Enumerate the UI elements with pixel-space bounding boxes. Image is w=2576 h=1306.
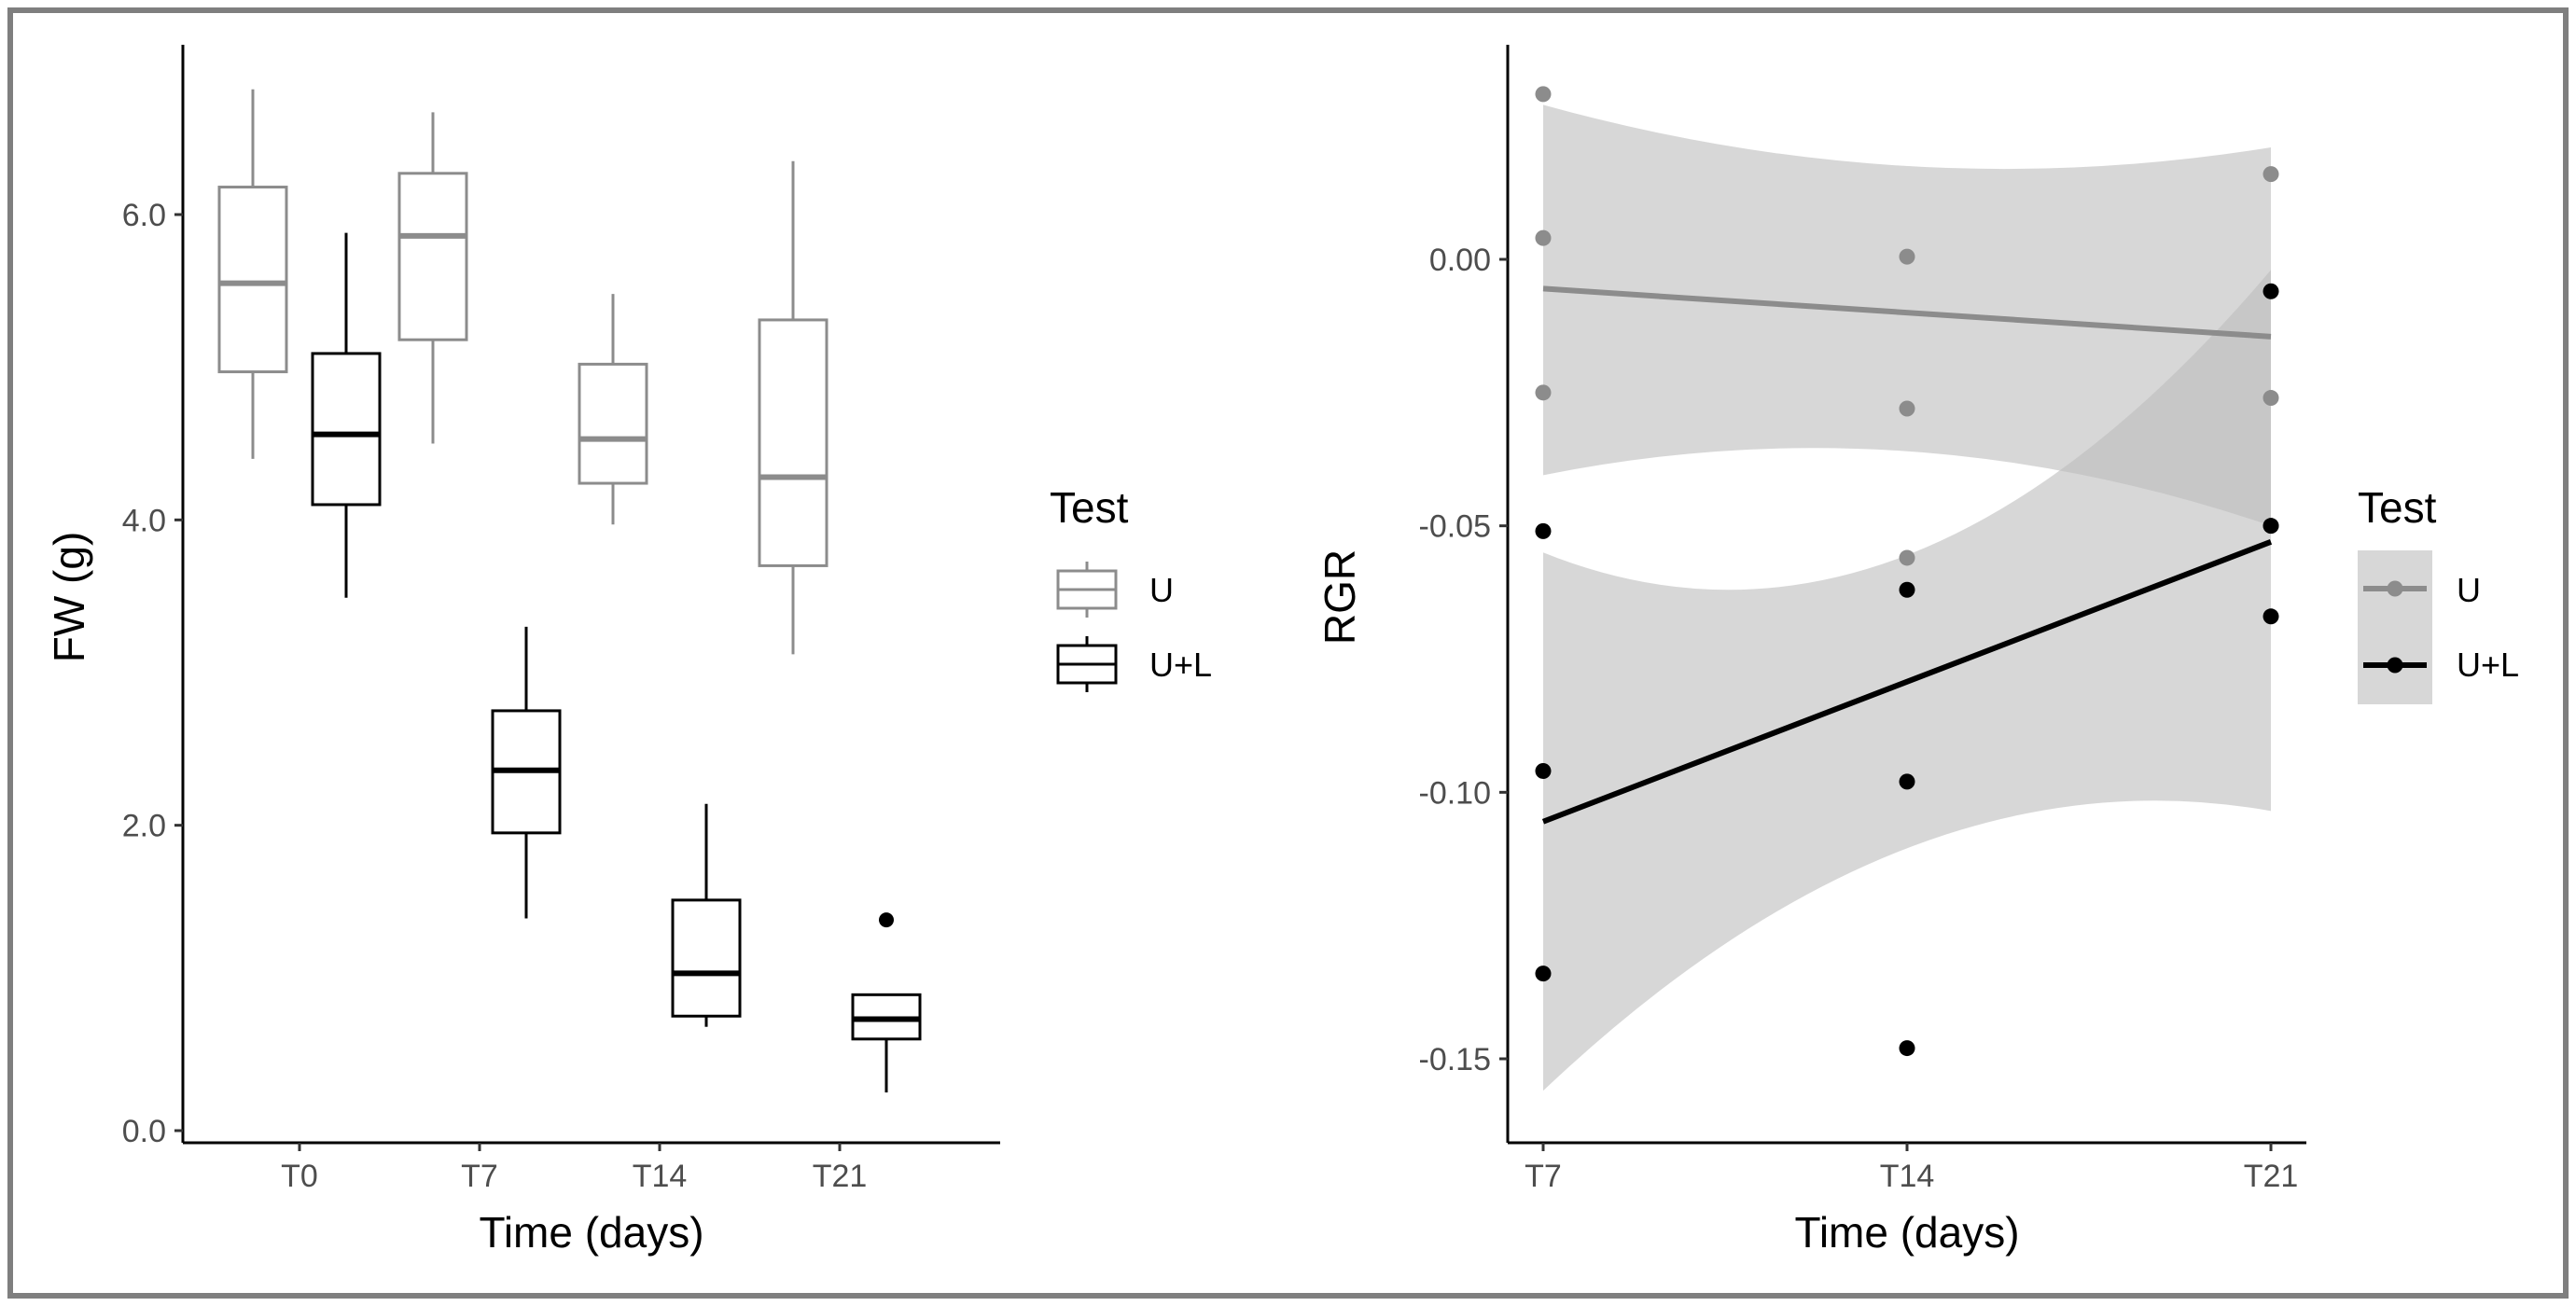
fw-box-uplus-l-t14 <box>671 803 742 1027</box>
rgr-legend-key-ul <box>2363 657 2427 674</box>
fw-y-tick-label: 2.0 <box>122 809 166 844</box>
rgr-legend-label-ul: U+L <box>2457 646 2519 684</box>
rgr-point-uplus-l <box>2263 283 2279 299</box>
rgr-x-ticks: T7 T14 T21 <box>1525 1143 2298 1194</box>
rgr-point-u <box>1535 229 1552 246</box>
rgr-fit-lines <box>1541 285 2273 825</box>
rgr-point-uplus-l <box>1535 522 1552 539</box>
fw-y-ticks: 0.0 2.0 4.0 6.0 <box>122 198 183 1149</box>
rgr-point-uplus-l <box>1899 1040 1915 1057</box>
fw-box-uplus-l-t21 <box>851 993 922 1093</box>
rgr-point-u <box>1535 86 1552 103</box>
fw-legend-label-u: U <box>1149 571 1174 609</box>
fw-legend: Test U U+L <box>1050 483 1212 692</box>
fw-x-ticks: T0 T7 T14 T21 <box>281 1143 867 1194</box>
fw-y-tick-label: 4.0 <box>122 503 166 538</box>
rgr-x-axis-title: Time (days) <box>1794 1208 2019 1257</box>
rgr-point-uplus-l <box>2263 608 2279 625</box>
box-body <box>217 186 288 374</box>
fw-x-tick-label: T7 <box>461 1159 498 1194</box>
rgr-x-tick-label: T14 <box>1880 1159 1935 1194</box>
box-body <box>671 898 742 1018</box>
rgr-point-u <box>1899 248 1915 265</box>
legend-key-point <box>2387 657 2403 674</box>
rgr-y-axis-title: RGR <box>1316 549 1364 645</box>
fw-x-axis-title: Time (days) <box>479 1208 703 1257</box>
fw-box-u-t14 <box>578 294 648 525</box>
rgr-x-tick-label: T7 <box>1525 1159 1562 1194</box>
rgr-fit-line-uplus-l <box>1541 539 2273 825</box>
fw-box-u-t21 <box>758 160 828 655</box>
fw-boxes <box>217 89 922 1093</box>
rgr-point-u <box>2263 390 2279 407</box>
rgr-point-u <box>1535 384 1552 401</box>
box-body <box>311 352 382 507</box>
rgr-point-uplus-l <box>1535 762 1552 779</box>
rgr-point-uplus-l <box>2263 518 2279 535</box>
fw-box-uplus-l-t0 <box>311 232 382 598</box>
rgr-legend-keys <box>2358 550 2432 704</box>
rgr-point-uplus-l <box>1899 773 1915 790</box>
fw-legend-label-ul: U+L <box>1149 646 1212 684</box>
rgr-point-u <box>1899 549 1915 566</box>
fw-boxplot-panel: 0.0 2.0 4.0 6.0 T0 T7 T14 T21 Time (days) FW (… <box>45 45 1212 1257</box>
fw-outlier-point <box>879 912 894 928</box>
fw-legend-title: Test <box>1050 483 1129 532</box>
fw-box-uplus-l-t7 <box>491 626 562 919</box>
fw-x-tick-label: T14 <box>633 1159 688 1194</box>
rgr-legend-label-u: U <box>2457 571 2481 609</box>
rgr-y-tick-label: -0.05 <box>1419 509 1492 545</box>
box-body <box>578 362 648 485</box>
rgr-scatter-panel: 0.00 -0.05 -0.10 -0.15 T7 T14 T21 Time (days)… <box>1316 45 2519 1257</box>
fw-legend-keys <box>1056 562 1118 692</box>
rgr-x-tick-label: T21 <box>2244 1159 2299 1194</box>
rgr-y-ticks: 0.00 -0.05 -0.10 -0.15 <box>1419 243 1508 1077</box>
rgr-point-uplus-l <box>1535 966 1552 982</box>
rgr-y-tick-label: -0.15 <box>1419 1042 1492 1077</box>
fw-legend-key-ul <box>1056 636 1118 692</box>
box-body <box>397 172 468 341</box>
rgr-y-tick-label: 0.00 <box>1429 243 1491 278</box>
box-body <box>758 318 828 567</box>
fw-y-axis-title: FW (g) <box>45 532 93 663</box>
rgr-point-uplus-l <box>1899 581 1915 598</box>
rgr-legend-title: Test <box>2358 483 2437 532</box>
rgr-point-u <box>2263 166 2279 183</box>
rgr-legend-key-background <box>2358 550 2432 704</box>
rgr-legend: Test U U+L <box>2358 483 2519 704</box>
fw-legend-key-u <box>1056 562 1118 618</box>
fw-box-u-t7 <box>397 112 468 444</box>
legend-key-point <box>2387 580 2403 597</box>
rgr-point-u <box>1899 400 1915 417</box>
rgr-points <box>1535 86 2279 1057</box>
fw-x-tick-label: T21 <box>813 1159 868 1194</box>
fw-y-tick-label: 6.0 <box>122 198 166 233</box>
fw-x-tick-label: T0 <box>281 1159 318 1194</box>
rgr-y-tick-label: -0.10 <box>1419 775 1492 811</box>
fw-box-u-t0 <box>217 89 288 459</box>
rgr-legend-key-u <box>2363 580 2427 597</box>
fw-y-tick-label: 0.0 <box>122 1114 166 1149</box>
rgr-fit-line-u <box>1542 285 2272 340</box>
